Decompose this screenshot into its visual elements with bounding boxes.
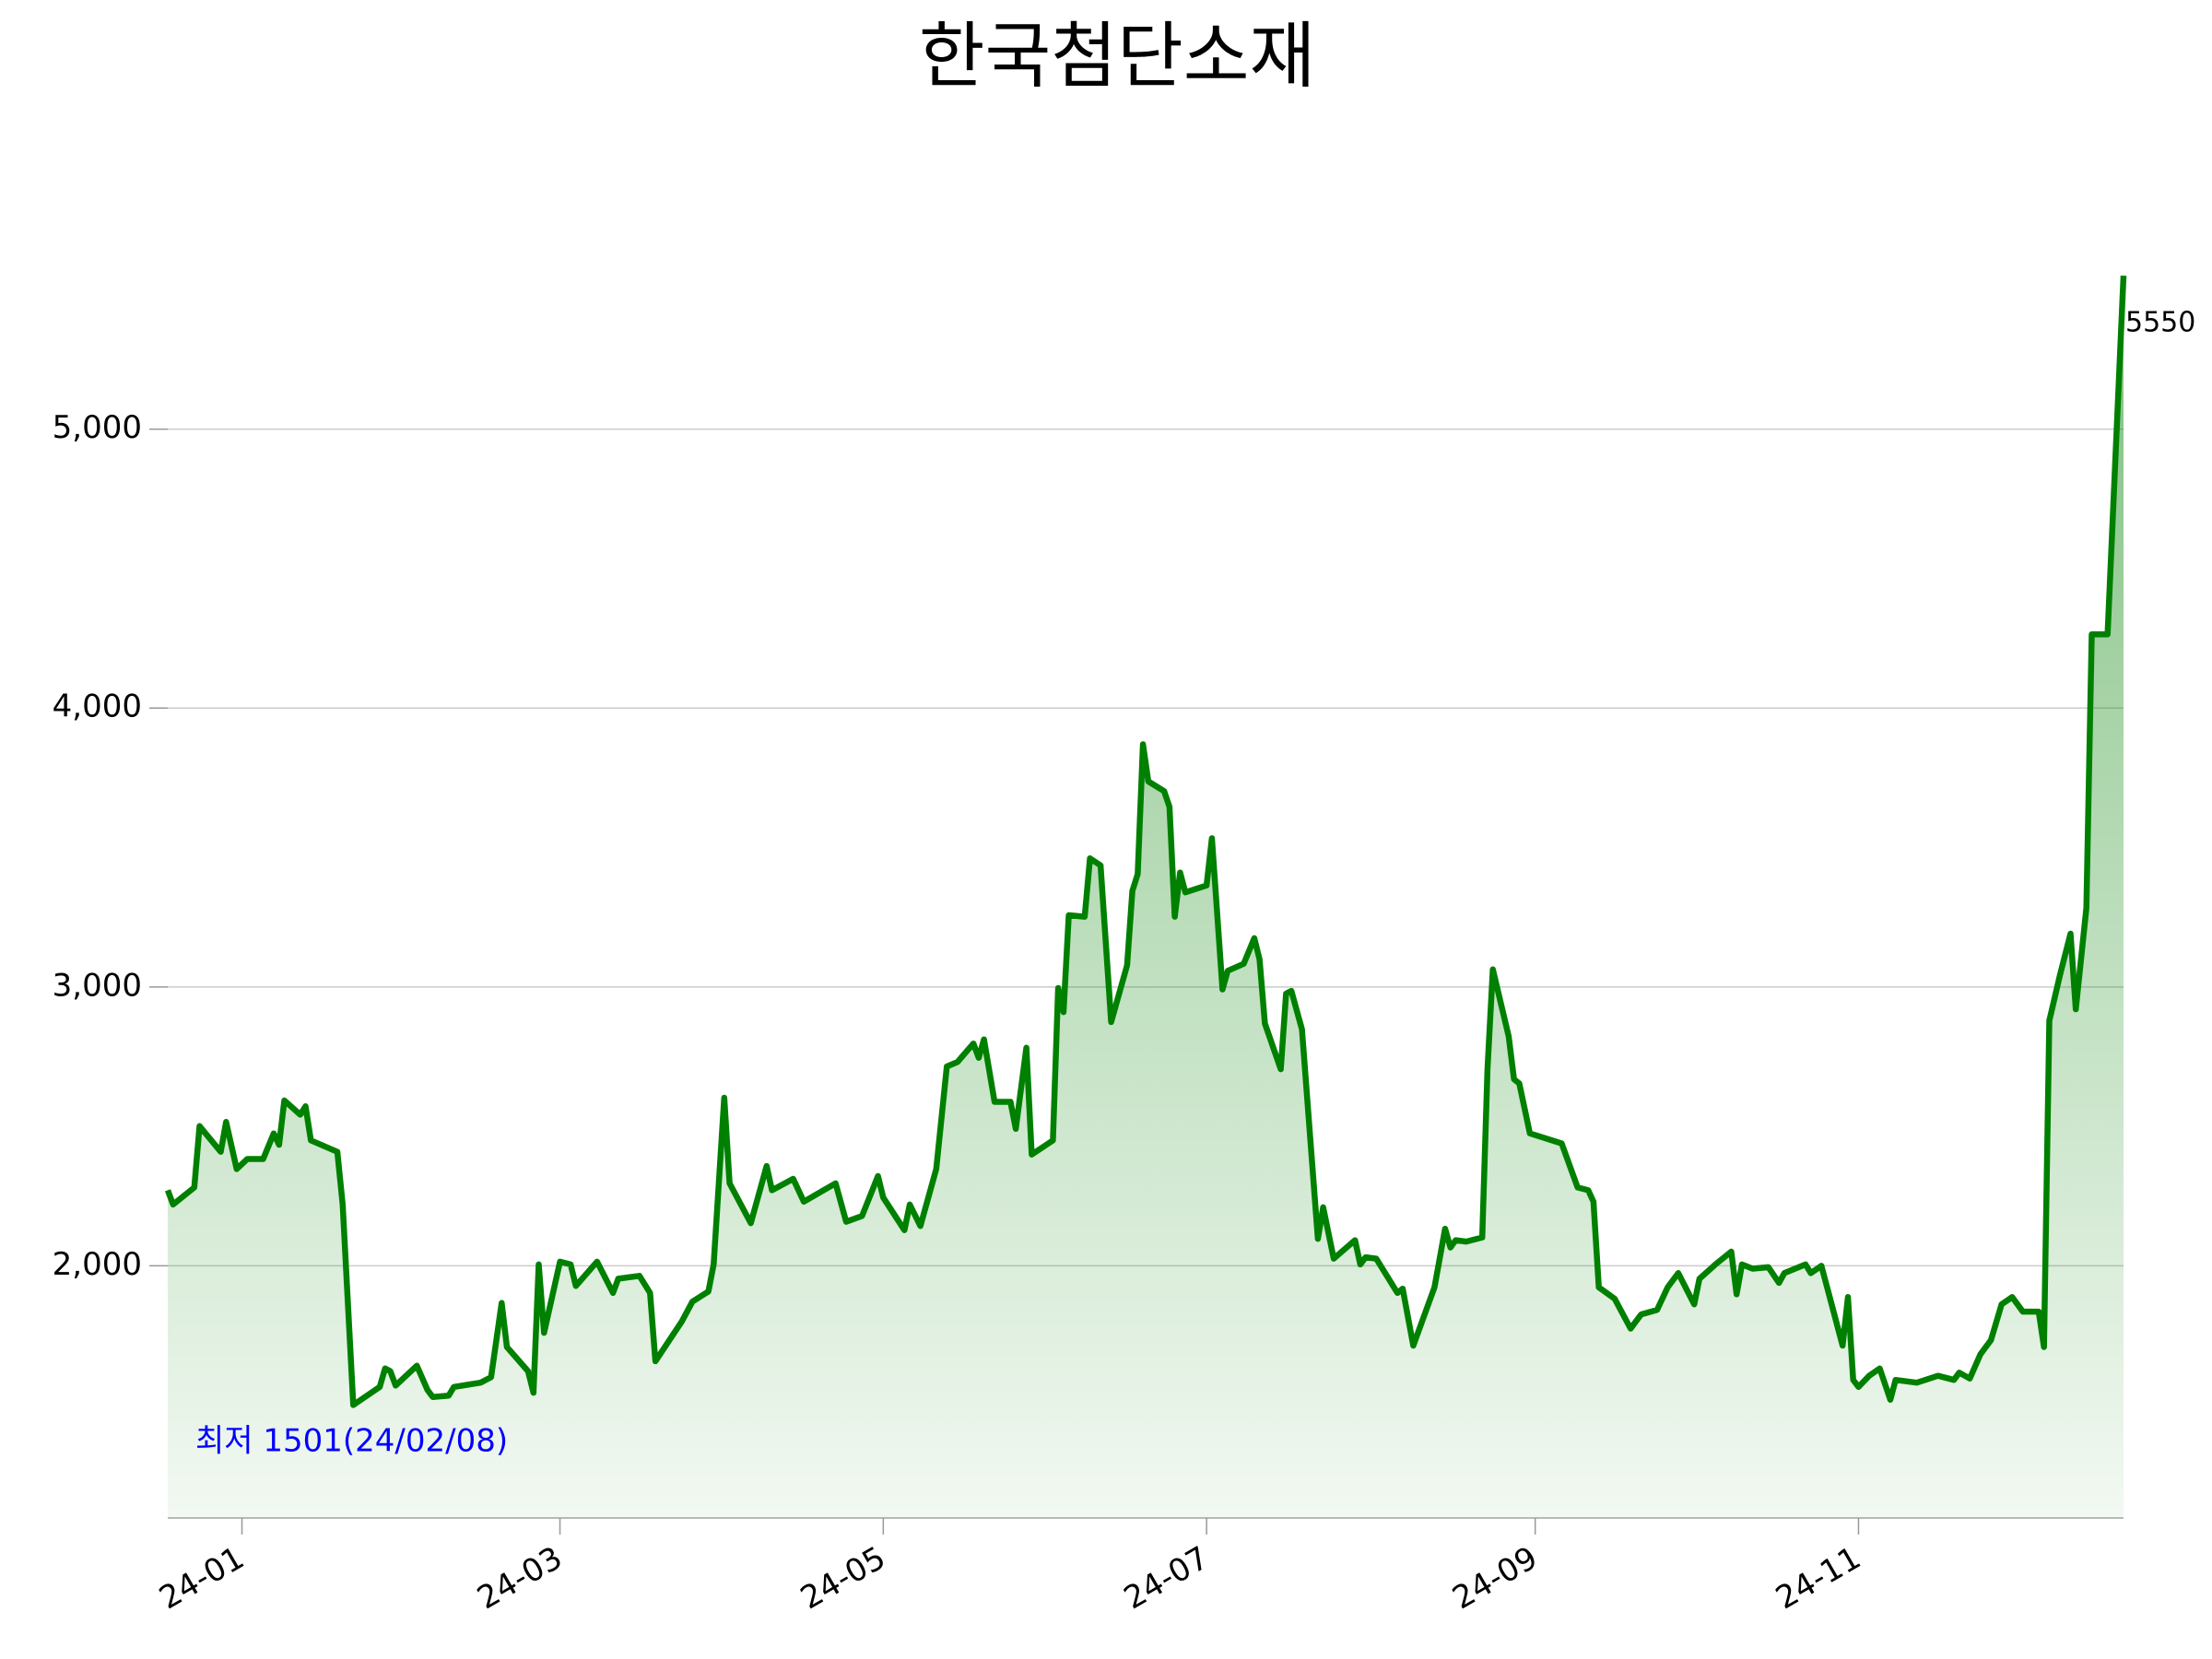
x-tick-label: 24-11 xyxy=(1770,1539,1867,1617)
chart-title: 한국첨단소재 xyxy=(919,15,1316,98)
x-tick-label: 24-09 xyxy=(1446,1539,1544,1617)
end-value-label: 5550 xyxy=(2125,307,2195,339)
y-tick-label: 5,000 xyxy=(53,409,142,446)
annotation: 최저 1501(24/02/08) xyxy=(195,1423,508,1460)
y-tick-label: 4,000 xyxy=(53,688,142,725)
y-tick-label: 2,000 xyxy=(53,1246,142,1283)
x-tick-label: 24-01 xyxy=(153,1539,251,1617)
x-tick-label: 24-03 xyxy=(471,1539,569,1617)
area xyxy=(168,276,2124,1519)
x-tick-label: 24-05 xyxy=(794,1539,892,1617)
x-tick-label: 24-07 xyxy=(1118,1539,1216,1617)
line xyxy=(164,275,2127,1408)
y-tick-label: 3,000 xyxy=(53,967,142,1004)
